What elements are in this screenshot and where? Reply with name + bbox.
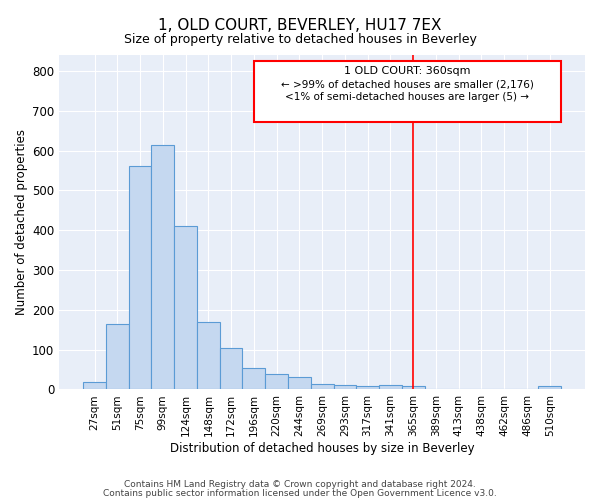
Bar [356, 386, 379, 390]
Bar [265, 374, 288, 390]
Bar [288, 377, 311, 390]
Bar [242, 368, 265, 390]
Text: Contains public sector information licensed under the Open Government Licence v3: Contains public sector information licen… [103, 489, 497, 498]
Bar [379, 386, 402, 390]
Bar [402, 386, 425, 390]
Bar [254, 61, 561, 122]
Text: 1 OLD COURT: 360sqm: 1 OLD COURT: 360sqm [344, 66, 471, 76]
Bar [334, 385, 356, 390]
Text: 1, OLD COURT, BEVERLEY, HU17 7EX: 1, OLD COURT, BEVERLEY, HU17 7EX [158, 18, 442, 32]
Bar [197, 322, 220, 390]
Y-axis label: Number of detached properties: Number of detached properties [15, 129, 28, 315]
Bar [311, 384, 334, 390]
Text: <1% of semi-detached houses are larger (5) →: <1% of semi-detached houses are larger (… [286, 92, 529, 102]
Text: Contains HM Land Registry data © Crown copyright and database right 2024.: Contains HM Land Registry data © Crown c… [124, 480, 476, 489]
Bar [151, 144, 174, 390]
Bar [220, 348, 242, 390]
Bar [83, 382, 106, 390]
X-axis label: Distribution of detached houses by size in Beverley: Distribution of detached houses by size … [170, 442, 475, 455]
Bar [174, 226, 197, 390]
Text: Size of property relative to detached houses in Beverley: Size of property relative to detached ho… [124, 32, 476, 46]
Bar [106, 324, 128, 390]
Text: ← >99% of detached houses are smaller (2,176): ← >99% of detached houses are smaller (2… [281, 80, 534, 90]
Bar [128, 166, 151, 390]
Bar [538, 386, 561, 390]
